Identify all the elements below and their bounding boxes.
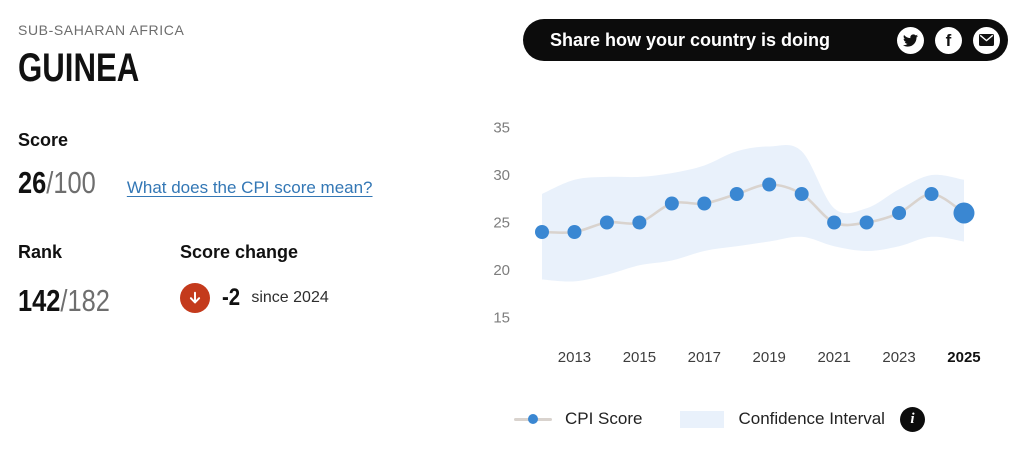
x-tick-label: 2025 — [947, 349, 980, 366]
x-tick-label: 2021 — [817, 349, 850, 366]
cpi-score-point-2018 — [729, 187, 744, 201]
rank-figure: 142/182 — [18, 283, 110, 319]
chart-legend: CPI Score Confidence Interval i — [480, 402, 1024, 436]
y-tick-label: 30 — [493, 167, 510, 184]
cpi-score-point-2015 — [632, 215, 647, 230]
score-change-heading: Score change — [180, 242, 299, 262]
cpi-score-meaning-link[interactable]: What does the CPI score mean? — [126, 178, 373, 197]
score-section: Score 26/100 What does the CPI score mea… — [18, 130, 373, 201]
x-tick-label: 2017 — [688, 349, 721, 366]
email-icon[interactable] — [973, 26, 1000, 54]
cpi-score-point-2024 — [924, 187, 939, 201]
cpi-score-point-2021 — [827, 215, 842, 230]
cpi-score-dot-icon — [528, 414, 538, 424]
info-icon[interactable]: i — [899, 406, 925, 432]
x-tick-label: 2013 — [558, 349, 591, 366]
score-value: 26 — [18, 165, 47, 200]
region-label: SUB-SAHARAN AFRICA — [18, 22, 185, 38]
cpi-score-point-2023 — [892, 206, 907, 220]
country-name: GUINEA — [18, 46, 140, 90]
share-icons: f — [897, 26, 1000, 54]
y-tick-label: 15 — [493, 310, 510, 327]
cpi-score-point-2012 — [535, 225, 549, 239]
twitter-icon[interactable] — [897, 26, 924, 54]
rank-value: 142 — [18, 283, 61, 318]
x-tick-label: 2023 — [882, 349, 915, 366]
cpi-score-point-2019 — [762, 177, 777, 192]
cpi-score-legend-label: CPI Score — [565, 409, 643, 428]
cpi-score-point-2017 — [697, 196, 712, 211]
rank-total: /182 — [60, 283, 110, 318]
cpi-score-legend-marker — [514, 414, 552, 424]
cpi-score-point-2014 — [599, 215, 614, 230]
confidence-interval-legend-swatch — [680, 410, 725, 428]
cpi-score-point-2016 — [664, 196, 679, 211]
rank-heading: Rank — [18, 242, 63, 262]
y-tick-label: 20 — [493, 262, 510, 279]
facebook-icon[interactable]: f — [935, 26, 962, 54]
rank-and-change-section: Rank 142/182 Score change -2 since 2024 — [18, 242, 329, 319]
score-max: /100 — [46, 165, 96, 200]
x-tick-label: 2019 — [753, 349, 786, 366]
share-label: Share how your country is doing — [550, 29, 831, 50]
y-tick-label: 25 — [493, 215, 510, 232]
score-heading: Score — [18, 130, 69, 150]
share-button[interactable]: Share how your country is doing f — [523, 19, 1008, 61]
score-figure: 26/100 — [18, 165, 96, 201]
confidence-interval-legend-label: Confidence Interval — [738, 409, 885, 428]
cpi-score-point-2013 — [567, 225, 582, 239]
cpi-score-point-2022 — [859, 215, 874, 230]
y-tick-label: 35 — [493, 120, 510, 137]
score-change-value: -2 — [222, 284, 241, 311]
x-tick-label: 2015 — [623, 349, 656, 366]
cpi-score-point-2020 — [794, 187, 809, 201]
score-change-caption: since 2024 — [251, 289, 329, 306]
confidence-interval-band — [542, 145, 964, 282]
score-decrease-arrow-icon — [180, 283, 210, 313]
cpi-score-point-2025 — [953, 202, 975, 224]
